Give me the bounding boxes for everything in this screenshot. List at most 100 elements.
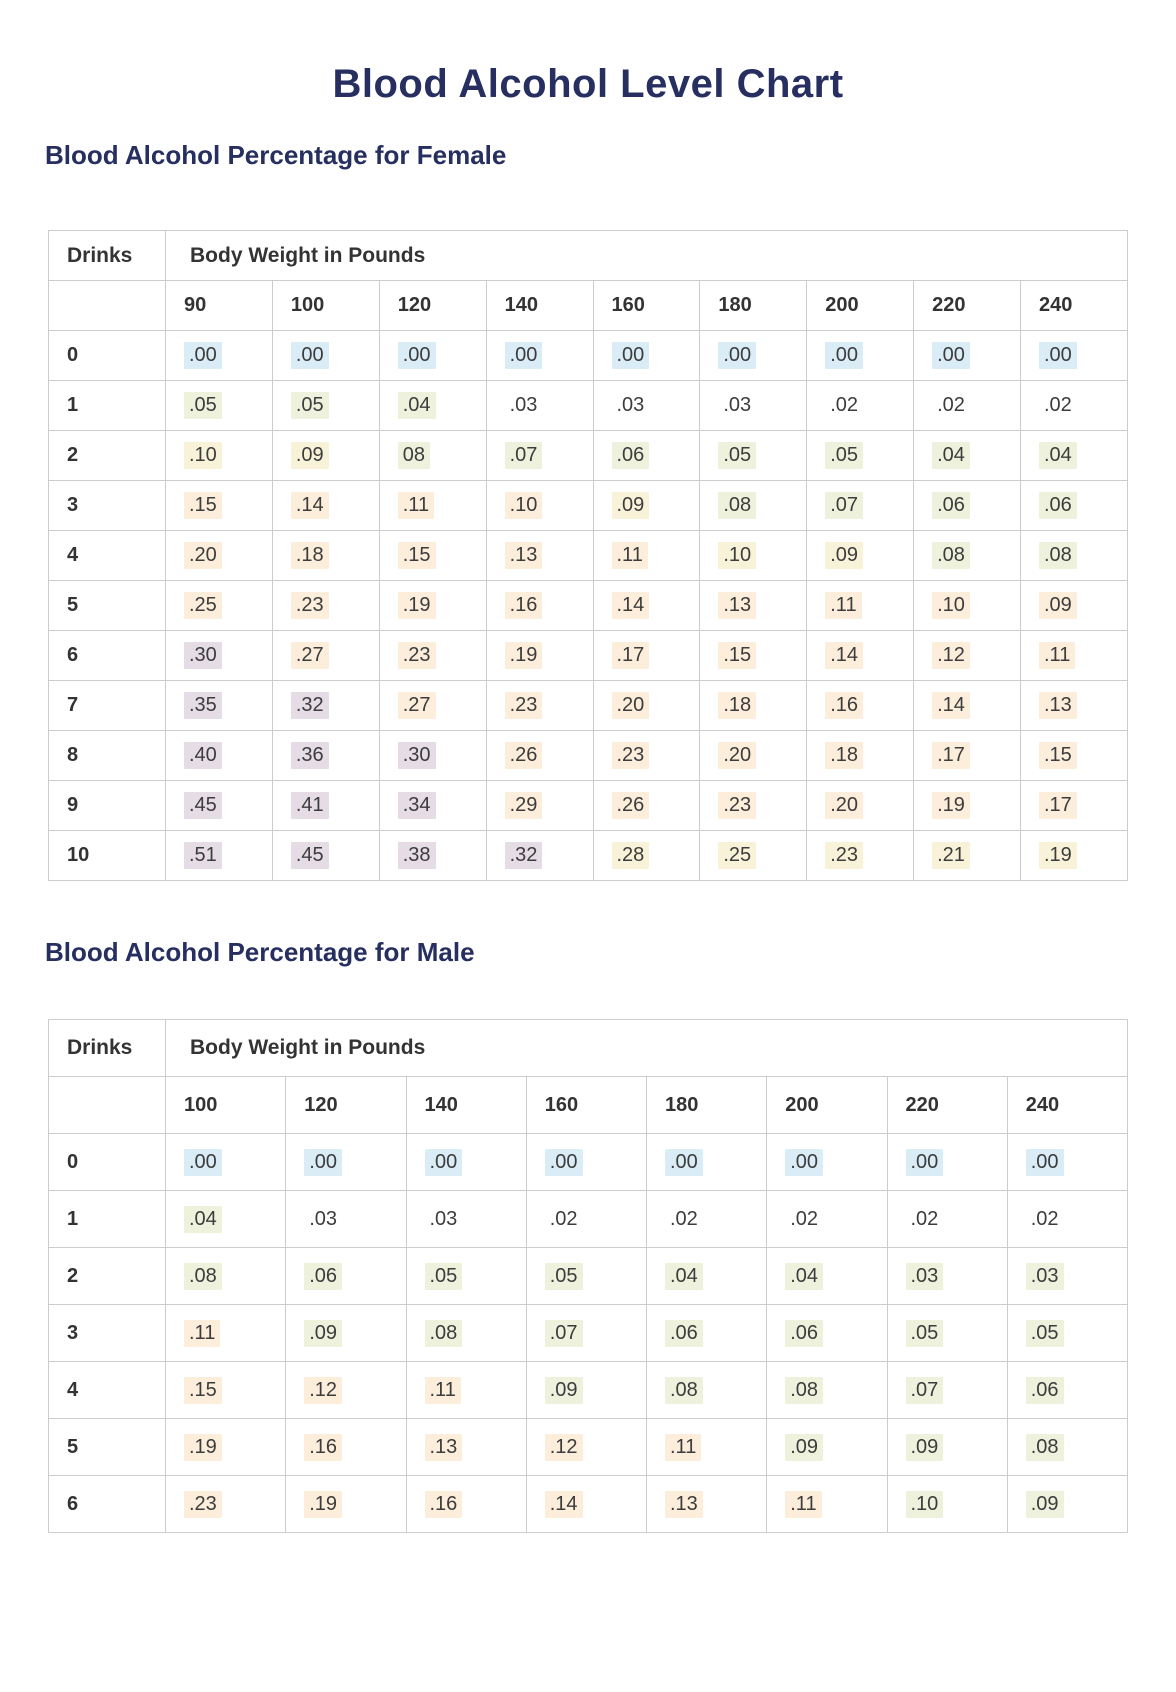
bac-value-highlight: .23 [611,742,650,769]
drinks-count-cell: 2 [48,430,166,481]
bac-value-highlight: .35 [184,692,222,719]
weight-header-cell: 160 [592,280,701,331]
bac-value-cell: .13 [1020,680,1128,731]
bac-value-highlight: .16 [424,1490,463,1518]
bac-value-cell: .09 [766,1418,888,1476]
bac-value-highlight: .02 [549,1207,578,1230]
bac-value-highlight: .17 [1039,792,1077,819]
bac-value-cell: .05 [405,1247,527,1305]
bac-value-cell: .13 [699,580,808,631]
bac-value-highlight: .08 [785,1376,824,1404]
bac-value-highlight: .26 [611,792,650,819]
bac-value-cell: .20 [699,730,808,781]
bac-value-cell: .23 [485,680,594,731]
bac-value-highlight: .20 [611,692,650,719]
bac-value-highlight: .02 [1030,1207,1059,1230]
bac-value-highlight: .07 [825,492,864,519]
bac-value-highlight: .30 [397,742,436,769]
bac-value-cell: .06 [645,1304,768,1362]
table-row: 3 .11 .09 .08 .07 .06 .06 .05 .05 [48,1304,1129,1362]
bac-value-cell: .04 [378,380,487,431]
bac-value-highlight: .03 [905,1262,944,1290]
female-section-heading: Blood Alcohol Percentage for Female [45,140,507,170]
drinks-count-cell: 1 [48,1190,166,1248]
bac-value-cell: .02 [886,1190,1008,1248]
blank-corner-cell [48,280,166,331]
bac-value-cell: .02 [645,1190,768,1248]
bac-value-highlight: .00 [611,342,650,369]
bac-value-highlight: .00 [184,342,222,369]
bac-value-highlight: .00 [290,342,329,369]
table-header-row: Drinks Body Weight in Pounds [48,1019,1128,1077]
bac-value-highlight: .45 [290,842,329,869]
bac-value-highlight: .16 [504,592,543,619]
bac-value-cell: .03 [886,1247,1008,1305]
table-row: 6 .23 .19 .16 .14 .13 .11 .10 .09 [48,1475,1129,1533]
bac-value-highlight: .15 [184,492,222,519]
bac-value-highlight: .23 [825,842,864,869]
female-bac-table: Drinks Body Weight in Pounds 90 100 120 140 16… [48,230,1128,881]
weight-header-cell: 240 [1006,1076,1129,1134]
bac-value-highlight: .00 [905,1148,944,1176]
bac-value-highlight: .25 [718,842,757,869]
male-section: Blood Alcohol Percentage for Male Drinks… [0,937,1176,1533]
bac-value-highlight: .02 [937,394,965,416]
female-section: Blood Alcohol Percentage for Female Drin… [0,140,1176,881]
bac-value-highlight: .20 [718,742,757,769]
bac-value-highlight: .05 [290,392,329,419]
bac-value-highlight: .17 [611,642,650,669]
bac-value-cell: .03 [592,380,701,431]
weight-values-header-row: 90 100 120 140 160 180 200 220 240 [48,280,1128,331]
drinks-count-cell: 6 [48,1475,166,1533]
bac-value-highlight: .19 [932,792,970,819]
bac-value-highlight: .08 [1039,542,1077,569]
bac-value-highlight: .00 [1039,342,1077,369]
bac-value-highlight: .03 [1025,1262,1064,1290]
drinks-count-cell: 1 [48,380,166,431]
bac-value-cell: .12 [913,630,1021,681]
bac-value-highlight: .19 [1039,842,1077,869]
bac-value-highlight: .00 [1025,1148,1064,1176]
bac-value-cell: .14 [271,480,380,531]
bac-value-highlight: .23 [184,1490,222,1518]
bac-value-cell: .11 [806,580,915,631]
bac-value-cell: .06 [1006,1361,1129,1419]
bac-value-highlight: .11 [184,1319,221,1347]
bac-value-highlight: .06 [932,492,970,519]
weight-header-cell: 200 [806,280,915,331]
bac-value-cell: .05 [699,430,808,481]
table-row: 7 .35 .32 .27 .23 .20 .18 .16 .14 .13 [48,680,1128,731]
bac-value-highlight: .13 [718,592,757,619]
bac-value-cell: .32 [485,830,594,881]
bac-value-cell: .32 [271,680,380,731]
bac-value-cell: .19 [378,580,487,631]
bac-value-cell: .08 [164,1247,287,1305]
bac-value-cell: .18 [271,530,380,581]
table-header-row: Drinks Body Weight in Pounds [48,230,1128,281]
bac-value-cell: .06 [1020,480,1128,531]
bac-value-cell: .07 [806,480,915,531]
bac-value-cell: .00 [806,330,915,381]
bac-value-highlight: .00 [184,1148,222,1176]
bac-value-cell: .13 [405,1418,527,1476]
bac-value-cell: .41 [271,780,380,831]
bac-value-highlight: .05 [424,1262,463,1290]
bac-value-cell: .12 [525,1418,648,1476]
bac-value-cell: .06 [913,480,1021,531]
weight-header-cell: 120 [285,1076,407,1134]
bac-value-highlight: .30 [184,642,222,669]
bac-value-cell: .03 [405,1190,527,1248]
bac-value-cell: .21 [913,830,1021,881]
bac-value-highlight: .03 [309,1207,338,1230]
bac-value-cell: .16 [405,1475,527,1533]
bac-value-cell: .00 [699,330,808,381]
table-row: 1 .05 .05 .04 .03 .03 .03 .02 .02 .02 [48,380,1128,431]
bac-value-cell: .19 [285,1475,407,1533]
bac-value-cell: .09 [806,530,915,581]
drinks-column-header: Drinks [48,230,166,281]
bac-value-highlight: .08 [1025,1433,1064,1461]
bac-value-cell: .23 [592,730,701,781]
bac-value-highlight: .11 [611,542,648,569]
bac-value-cell: .10 [699,530,808,581]
drinks-count-cell: 3 [48,480,166,531]
